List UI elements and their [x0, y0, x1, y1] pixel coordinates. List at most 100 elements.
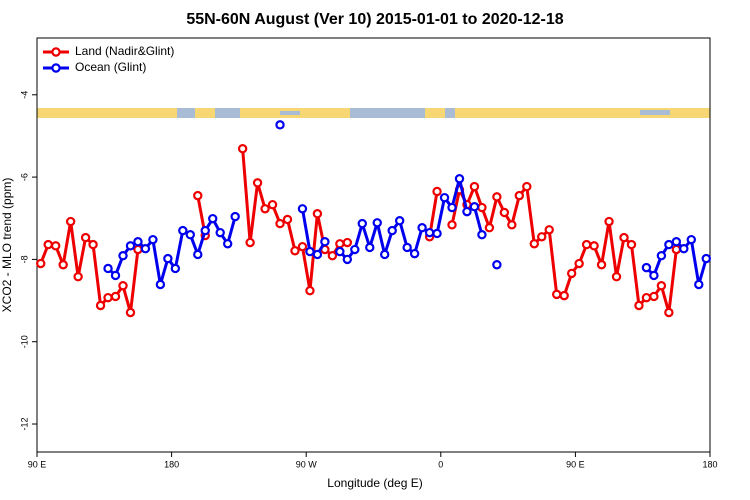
marker: [170, 263, 181, 274]
marker: [664, 307, 674, 318]
marker: [58, 260, 68, 270]
marker: [148, 234, 158, 245]
marker: [701, 253, 711, 264]
marker: [73, 271, 83, 282]
marker: [252, 178, 263, 188]
marker: [492, 192, 502, 202]
marker: [163, 253, 173, 264]
marker: [544, 225, 554, 235]
marker: [619, 232, 629, 243]
marker: [65, 216, 76, 227]
series: [36, 144, 682, 318]
marker: [492, 260, 502, 270]
marker: [80, 232, 91, 243]
chart-title: 55N-60N August (Ver 10) 2015-01-01 to 20…: [186, 11, 563, 28]
y-tick-label: -10: [19, 335, 29, 348]
legend-marker: [51, 63, 61, 73]
marker: [409, 248, 420, 259]
marker: [447, 202, 457, 213]
legend: Land (Nadir&Glint) Ocean (Glint): [43, 44, 174, 74]
marker: [581, 239, 592, 250]
marker: [320, 237, 330, 247]
marker: [305, 246, 315, 257]
marker: [477, 230, 487, 240]
marker: [462, 206, 472, 217]
marker: [118, 250, 128, 261]
marker: [357, 218, 367, 229]
marker: [230, 211, 240, 222]
marker: [626, 239, 637, 250]
marker: [312, 209, 323, 219]
marker: [447, 220, 457, 230]
marker: [237, 144, 248, 154]
plot-frame: [36, 37, 711, 453]
marker: [125, 241, 136, 251]
x-tick-label: 90 W: [296, 459, 318, 469]
y-tick-label: -12: [19, 418, 29, 431]
marker: [50, 241, 61, 251]
marker: [484, 223, 495, 233]
x-tick-label: 0: [438, 459, 443, 469]
marker: [305, 285, 315, 296]
marker: [103, 292, 113, 303]
marker: [140, 244, 151, 254]
marker: [522, 181, 532, 192]
y-tick-label: -4: [19, 91, 29, 99]
legend-marker: [51, 47, 61, 57]
marker: [574, 258, 584, 269]
marker: [215, 227, 225, 238]
marker: [133, 244, 143, 255]
marker: [387, 225, 397, 236]
marker: [499, 207, 510, 218]
marker: [155, 279, 166, 290]
marker: [133, 237, 143, 247]
marker: [103, 263, 113, 274]
marker: [312, 249, 323, 260]
marker: [649, 270, 659, 281]
marker: [664, 239, 674, 250]
marker: [350, 244, 360, 255]
x-tick-label: 90 E: [566, 459, 585, 469]
marker: [596, 260, 607, 270]
marker: [611, 271, 622, 282]
marker: [529, 239, 539, 249]
legend-label: Ocean (Glint): [75, 60, 146, 74]
marker: [469, 181, 480, 192]
marker: [454, 174, 465, 184]
marker: [125, 307, 136, 318]
marker: [185, 230, 195, 240]
map-strip: [37, 108, 710, 118]
marker: [110, 270, 121, 281]
marker: [335, 239, 345, 249]
x-tick-label: 90 E: [28, 459, 47, 469]
marker: [222, 239, 233, 249]
marker: [36, 258, 46, 269]
marker: [589, 241, 599, 251]
x-tick-label: 180: [702, 459, 717, 469]
marker: [679, 244, 689, 254]
marker: [402, 242, 412, 253]
marker: [514, 190, 525, 201]
marker: [208, 213, 218, 224]
marker: [43, 239, 53, 250]
marker: [686, 234, 697, 245]
marker: [417, 223, 427, 233]
marker: [372, 218, 382, 228]
marker: [641, 292, 652, 303]
marker: [649, 291, 659, 302]
marker: [694, 279, 704, 290]
marker: [327, 250, 338, 261]
marker: [634, 300, 644, 311]
legend-label: Land (Nadir&Glint): [75, 44, 174, 58]
marker: [297, 204, 308, 214]
marker: [656, 281, 667, 291]
marker: [335, 246, 345, 257]
marker: [110, 291, 121, 302]
marker: [380, 249, 390, 260]
marker: [432, 228, 442, 239]
y-tick-label: -6: [19, 173, 29, 181]
series: [103, 120, 711, 290]
marker: [193, 190, 203, 201]
marker: [275, 218, 285, 229]
marker: [342, 237, 353, 248]
